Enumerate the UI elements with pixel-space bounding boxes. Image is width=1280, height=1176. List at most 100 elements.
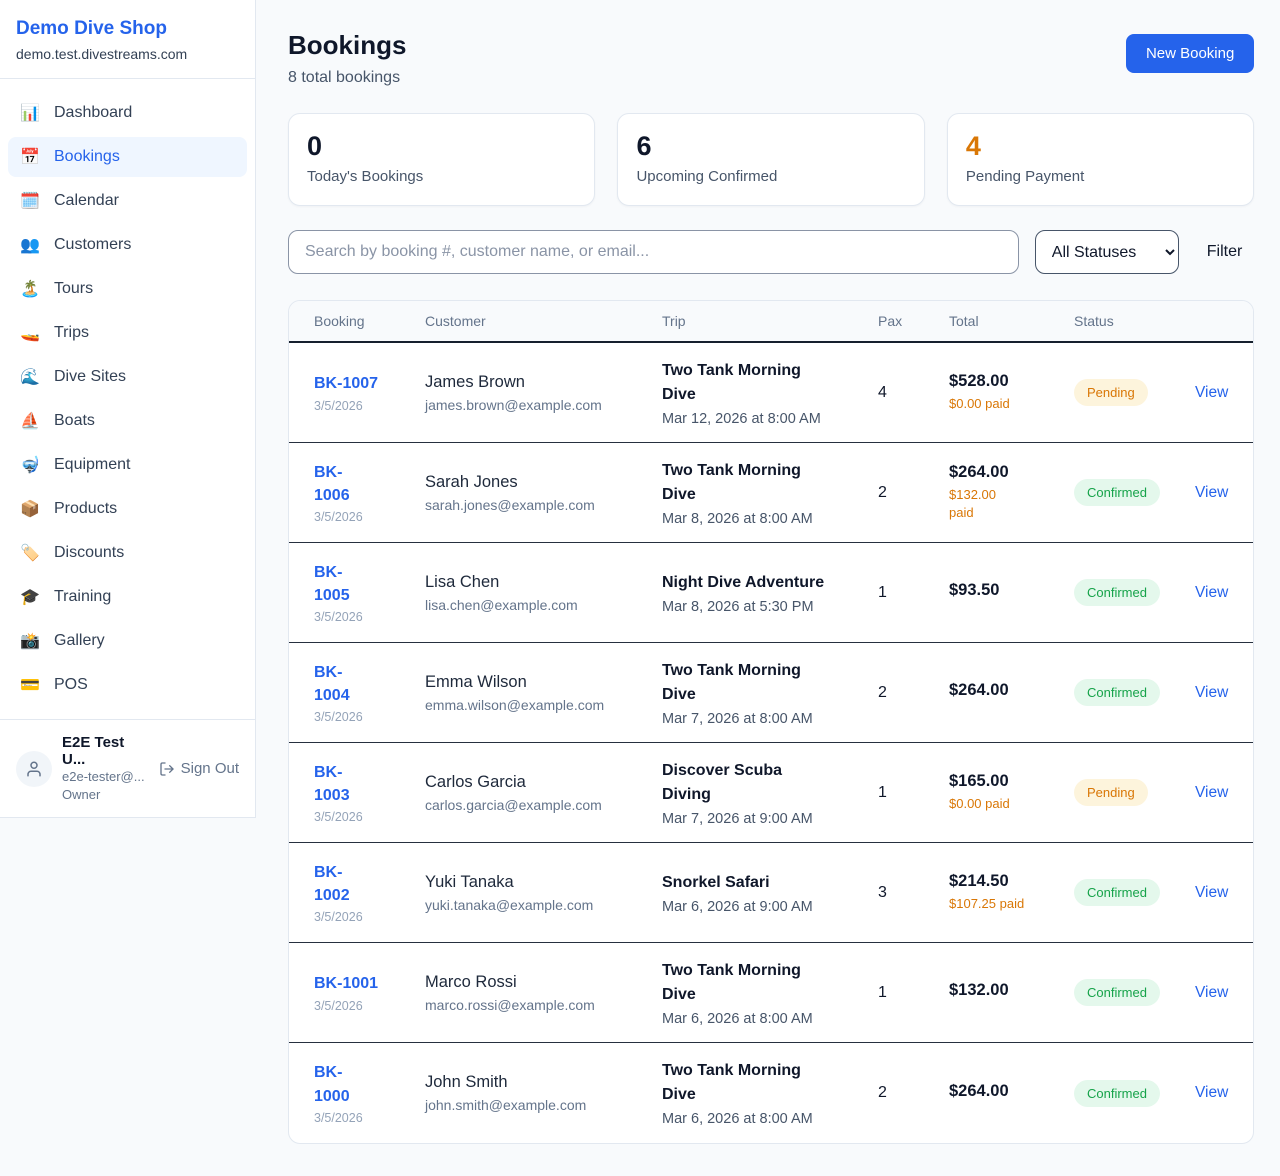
- trip-datetime: Mar 6, 2026 at 9:00 AM: [662, 898, 813, 915]
- booking-date: 3/5/2026: [314, 510, 363, 525]
- user-role: Owner: [62, 786, 101, 802]
- view-link[interactable]: View: [1195, 883, 1229, 901]
- status-filter-select[interactable]: All Statuses: [1034, 230, 1179, 274]
- pax-count: 1: [878, 583, 887, 601]
- column-header-customer: Customer: [425, 313, 486, 329]
- trip-name: Two Tank Morning Dive: [662, 1062, 801, 1103]
- booking-link[interactable]: BK- 1003: [314, 763, 350, 804]
- booking-link[interactable]: BK- 1002: [314, 863, 350, 904]
- view-link[interactable]: View: [1195, 1084, 1229, 1101]
- booking-date: 3/5/2026: [314, 1110, 363, 1125]
- bookings-table: Booking Customer Trip Pax Total Status B…: [288, 300, 1255, 1144]
- pax-count: 2: [878, 683, 887, 701]
- sidebar-item-pos[interactable]: 💳 POS: [8, 665, 247, 705]
- pax-count: 1: [878, 983, 887, 1001]
- stat-value: 0: [307, 131, 323, 161]
- package-icon: 📦: [20, 501, 40, 518]
- booking-date: 3/5/2026: [314, 910, 363, 925]
- booking-link[interactable]: BK-1007: [314, 375, 379, 393]
- shop-domain: demo.test.divestreams.com: [16, 46, 188, 62]
- stat-label: Pending Payment: [965, 168, 1085, 185]
- bar-chart-icon: 📊: [20, 105, 40, 122]
- customer-name: John Smith: [425, 1073, 508, 1091]
- sidebar-item-dive-sites[interactable]: 🌊 Dive Sites: [8, 357, 247, 397]
- trip-name: Night Dive Adventure: [662, 573, 825, 591]
- booking-link[interactable]: BK- 1005: [314, 563, 350, 604]
- view-link[interactable]: View: [1195, 783, 1229, 801]
- user-email: e2e-tester@...: [62, 769, 145, 784]
- sidebar-item-products[interactable]: 📦 Products: [8, 489, 247, 529]
- trip-name: Two Tank Morning Dive: [662, 361, 801, 403]
- booking-link[interactable]: BK- 1006: [314, 463, 350, 504]
- customer-email: sarah.jones@example.com: [425, 496, 595, 513]
- pax-count: 4: [878, 383, 887, 401]
- sidebar-item-discounts[interactable]: 🏷️ Discounts: [8, 533, 247, 573]
- sidebar: Demo Dive Shop demo.test.divestreams.com…: [0, 0, 256, 819]
- booking-link[interactable]: BK-1001: [314, 975, 379, 993]
- sidebar-item-label: Customers: [54, 236, 132, 253]
- view-link[interactable]: View: [1195, 583, 1229, 601]
- column-header-total: Total: [949, 313, 979, 329]
- booking-date: 3/5/2026: [314, 710, 363, 725]
- sidebar-item-training[interactable]: 🎓 Training: [8, 577, 247, 617]
- trip-datetime: Mar 7, 2026 at 8:00 AM: [662, 710, 813, 727]
- new-booking-button[interactable]: New Booking: [1125, 34, 1255, 73]
- view-link[interactable]: View: [1195, 983, 1229, 1001]
- sign-out-label: Sign Out: [180, 760, 239, 778]
- customer-name: Marco Rossi: [425, 972, 517, 991]
- table-row: BK-1001 3/5/2026 Marco Rossi marco.rossi@e…: [289, 943, 1254, 1043]
- spiral-calendar-icon: 🗓️: [20, 193, 40, 210]
- sidebar-item-label: Bookings: [54, 148, 120, 165]
- sidebar-item-label: Calendar: [54, 192, 119, 209]
- sidebar-item-label: Tours: [54, 280, 94, 297]
- stat-card-todays-bookings: 0 Today's Bookings: [288, 113, 596, 206]
- view-link[interactable]: View: [1195, 483, 1229, 501]
- booking-link[interactable]: BK- 1004: [314, 663, 350, 704]
- tag-icon: 🏷️: [20, 545, 40, 562]
- paid-amount: $132.00 paid: [949, 486, 996, 520]
- stat-card-pending-payment: 4 Pending Payment: [946, 113, 1255, 206]
- sidebar-item-boats[interactable]: ⛵ Boats: [8, 401, 247, 441]
- total-amount: $264.00: [949, 462, 1009, 481]
- wave-icon: 🌊: [20, 369, 40, 386]
- sidebar-item-calendar[interactable]: 🗓️ Calendar: [8, 181, 247, 221]
- sidebar-item-trips[interactable]: 🚤 Trips: [8, 313, 247, 353]
- table-row: BK- 1005 3/5/2026 Lisa Chen lisa.chen@exam…: [289, 543, 1254, 643]
- sidebar-item-tours[interactable]: 🏝️ Tours: [8, 269, 247, 309]
- status-badge: Confirmed: [1074, 1079, 1160, 1107]
- sailboat-icon: ⛵: [20, 413, 40, 430]
- stat-label: Upcoming Confirmed: [636, 168, 778, 185]
- shop-name: Demo Dive Shop: [16, 18, 167, 39]
- customer-email: james.brown@example.com: [425, 396, 602, 413]
- sidebar-item-label: Gallery: [54, 632, 105, 649]
- filter-button[interactable]: Filter: [1195, 243, 1255, 261]
- trip-name: Discover Scuba Diving: [662, 761, 783, 803]
- page-title: Bookings: [288, 30, 407, 60]
- sidebar-item-equipment[interactable]: 🤿 Equipment: [8, 445, 247, 485]
- customer-name: Yuki Tanaka: [425, 872, 514, 891]
- booking-link[interactable]: BK- 1000: [314, 1064, 350, 1105]
- sidebar-item-customers[interactable]: 👥 Customers: [8, 225, 247, 265]
- customer-name: Emma Wilson: [425, 672, 527, 691]
- sign-out-button[interactable]: Sign Out: [159, 760, 239, 777]
- sidebar-item-dashboard[interactable]: 📊 Dashboard: [8, 93, 247, 133]
- stat-value: 4: [965, 131, 981, 161]
- customer-email: carlos.garcia@example.com: [425, 796, 602, 813]
- sidebar-item-gallery[interactable]: 📸 Gallery: [8, 621, 247, 661]
- sidebar-nav: 📊 Dashboard 📅 Bookings 🗓️ Calendar 👥 Cus…: [0, 79, 255, 719]
- page-subtitle: 8 total bookings: [288, 69, 401, 86]
- customer-name: Lisa Chen: [425, 572, 500, 591]
- sidebar-item-label: Dashboard: [54, 104, 133, 121]
- trip-name: Two Tank Morning Dive: [662, 961, 801, 1003]
- view-link[interactable]: View: [1195, 683, 1229, 701]
- status-badge: Confirmed: [1074, 679, 1160, 706]
- sidebar-item-label: POS: [54, 676, 88, 693]
- search-input[interactable]: [288, 230, 1019, 274]
- paid-amount: $0.00 paid: [949, 395, 1010, 411]
- sidebar-item-bookings[interactable]: 📅 Bookings: [8, 137, 247, 177]
- column-header-booking: Booking: [314, 313, 365, 329]
- customer-email: yuki.tanaka@example.com: [425, 896, 594, 913]
- users-icon: 👥: [20, 237, 40, 254]
- table-row: BK- 1004 3/5/2026 Emma Wilson emma.wilson@…: [289, 643, 1254, 743]
- view-link[interactable]: View: [1195, 383, 1229, 401]
